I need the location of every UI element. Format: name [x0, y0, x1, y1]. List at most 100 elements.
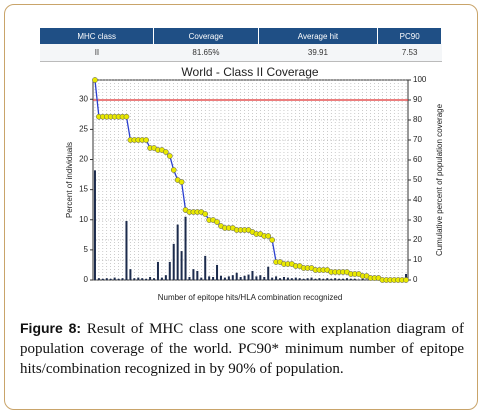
bar	[334, 278, 337, 280]
bar	[342, 278, 345, 280]
y2-tick-label: 100	[413, 75, 427, 84]
bar	[113, 277, 116, 280]
y-tick-label: 5	[84, 245, 89, 254]
bar	[345, 278, 348, 280]
cell: II	[40, 44, 154, 62]
y-tick-label: 15	[79, 185, 88, 194]
y2-tick-label: 0	[413, 275, 418, 284]
bar	[192, 269, 195, 280]
bar	[176, 224, 179, 280]
bar	[121, 278, 124, 280]
line-marker	[265, 233, 272, 239]
y-tick-label: 25	[79, 125, 88, 134]
plot-area	[92, 79, 409, 281]
header-cell: Coverage	[153, 28, 259, 44]
bar	[271, 277, 274, 280]
bar	[149, 276, 152, 280]
bar	[125, 220, 128, 280]
bar	[133, 278, 136, 280]
line-marker	[202, 211, 209, 217]
bar	[93, 170, 96, 280]
summary-table: MHC class Coverage Average hit PC90 II 8…	[40, 28, 442, 62]
header-cell: Average hit	[258, 28, 379, 44]
bar	[263, 276, 266, 280]
bar	[294, 277, 297, 280]
bar	[286, 277, 289, 280]
figure-frame	[4, 4, 478, 410]
bar	[180, 251, 183, 280]
line-marker	[269, 237, 276, 243]
data-row: II 81.65% 39.91 7.53	[40, 44, 442, 62]
bar	[255, 276, 258, 280]
y2-tick-label: 80	[413, 115, 422, 124]
y2-tick-label: 30	[413, 215, 422, 224]
bar	[326, 278, 329, 280]
bar	[290, 278, 293, 280]
bar	[223, 277, 226, 280]
bar	[97, 278, 100, 280]
bar	[405, 273, 408, 280]
y2-tick-label: 20	[413, 235, 422, 244]
bar	[101, 278, 104, 280]
y-tick-label: 20	[79, 155, 88, 164]
y2-tick-label: 50	[413, 175, 422, 184]
bar	[310, 277, 313, 280]
line-marker	[92, 77, 98, 83]
y-axis-label: Percent of individuals	[65, 142, 74, 218]
bar	[235, 272, 238, 280]
bar	[322, 278, 325, 280]
bar	[298, 278, 301, 280]
x-axis-label: Number of epitope hits/HLA combination r…	[158, 293, 343, 302]
bar	[153, 278, 156, 280]
bar	[129, 269, 132, 280]
line-marker	[162, 149, 169, 155]
line-marker	[166, 153, 173, 159]
bar	[357, 279, 360, 280]
y2-tick-label: 40	[413, 195, 422, 204]
bar	[196, 270, 199, 280]
y-tick-label: 30	[79, 94, 88, 103]
y2-axis-label: Cumulative percent of population coverag…	[435, 103, 444, 256]
bar	[208, 276, 211, 280]
bar	[200, 277, 203, 280]
bar	[212, 276, 215, 280]
bar	[172, 243, 175, 280]
bar	[239, 276, 242, 280]
bar	[227, 276, 230, 280]
line-marker	[178, 179, 185, 185]
bar	[330, 278, 333, 280]
bar	[318, 278, 321, 280]
bar	[302, 278, 305, 280]
bar	[168, 261, 171, 280]
chart-title: World - Class II Coverage	[181, 65, 318, 79]
caption: Figure 8: Result of MHC class one score …	[20, 318, 464, 379]
cell: 7.53	[377, 44, 442, 62]
bar	[204, 255, 207, 280]
bar	[164, 275, 167, 280]
y2-tick-label: 60	[413, 155, 422, 164]
bar	[160, 277, 163, 280]
y2-tick-label: 70	[413, 135, 422, 144]
bar	[349, 278, 352, 280]
bar	[338, 278, 341, 280]
bar	[259, 275, 262, 280]
bar	[279, 278, 282, 280]
bar	[247, 274, 250, 280]
bar	[105, 278, 108, 280]
chart: World - Class II Coverage Number of epit…	[65, 65, 444, 302]
bar	[145, 278, 148, 280]
bar	[353, 278, 356, 280]
y-tick-label: 0	[84, 275, 89, 284]
header-cell: PC90	[377, 28, 442, 44]
bar	[188, 276, 191, 280]
bar	[361, 278, 364, 280]
bar	[216, 264, 219, 280]
line-marker	[143, 137, 150, 143]
bar	[109, 278, 112, 280]
y2-tick-label: 90	[413, 95, 422, 104]
bar	[306, 278, 309, 280]
bar	[267, 266, 270, 280]
bar	[365, 279, 368, 280]
cell: 81.65%	[153, 44, 259, 62]
